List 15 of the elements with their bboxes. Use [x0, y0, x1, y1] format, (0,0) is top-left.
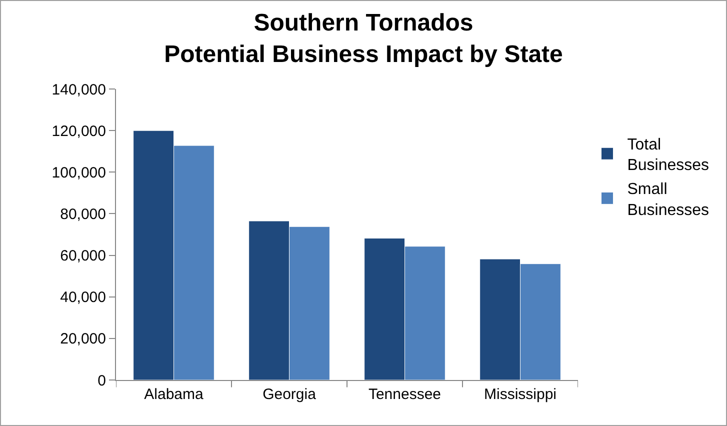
chart-title: Southern Tornados Potential Business Impact by State	[164, 10, 563, 68]
x-tick-label: Mississippi	[484, 386, 557, 403]
x-tick-label: Tennessee	[368, 386, 442, 403]
y-tick-label: 140,000	[52, 81, 106, 98]
y-tick-label: 100,000	[52, 164, 106, 182]
y-tick-label: 60,000	[60, 248, 106, 265]
x-tick-label: Alabama	[144, 386, 204, 403]
y-tick-label: 0	[98, 372, 106, 390]
legend-label: Total Businesses	[627, 136, 710, 174]
y-tick-label: 80,000	[60, 206, 106, 223]
x-tick-label: Georgia	[262, 386, 317, 403]
y-tick-label: 20,000	[60, 330, 106, 348]
y-tick-label: 120,000	[52, 122, 106, 140]
legend-label: Small Businesses	[627, 181, 710, 219]
y-tick-label: 40,000	[60, 289, 106, 306]
